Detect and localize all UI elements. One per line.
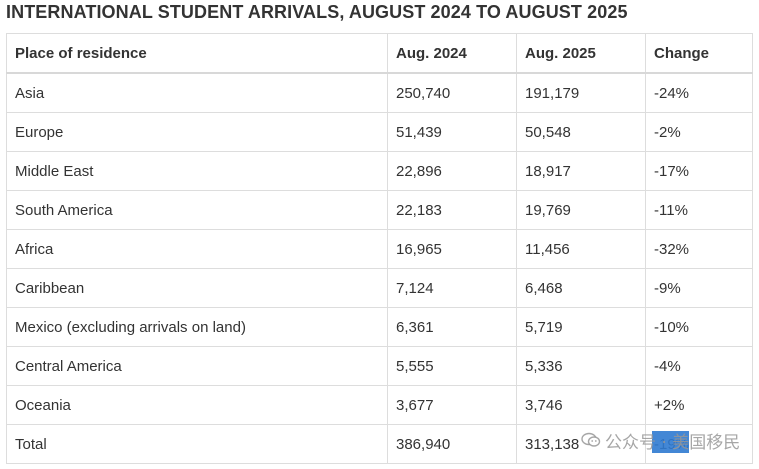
cell-place: Total bbox=[6, 424, 388, 464]
page-title: INTERNATIONAL STUDENT ARRIVALS, AUGUST 2… bbox=[6, 2, 628, 22]
arrivals-table-container: Place of residence Aug. 2024 Aug. 2025 C… bbox=[6, 33, 753, 464]
cell-aug-2025: 18,917 bbox=[516, 151, 646, 191]
table-header-row: Place of residence Aug. 2024 Aug. 2025 C… bbox=[6, 33, 753, 74]
cell-aug-2024: 16,965 bbox=[387, 229, 517, 269]
cell-aug-2024: 6,361 bbox=[387, 307, 517, 347]
cell-place: Middle East bbox=[6, 151, 388, 191]
cell-aug-2024: 5,555 bbox=[387, 346, 517, 386]
cell-place: Caribbean bbox=[6, 268, 388, 308]
cell-place: Oceania bbox=[6, 385, 388, 425]
cell-change: -2% bbox=[645, 112, 753, 152]
cell-place: Central America bbox=[6, 346, 388, 386]
table-row: Oceania 3,677 3,746 +2% bbox=[6, 385, 753, 425]
cell-aug-2025: 3,746 bbox=[516, 385, 646, 425]
selection-highlight bbox=[652, 431, 689, 453]
cell-change: -32% bbox=[645, 229, 753, 269]
table-row: South America 22,183 19,769 -11% bbox=[6, 190, 753, 230]
cell-place: Africa bbox=[6, 229, 388, 269]
cell-aug-2024: 51,439 bbox=[387, 112, 517, 152]
cell-change: -4% bbox=[645, 346, 753, 386]
cell-aug-2025: 11,456 bbox=[516, 229, 646, 269]
cell-aug-2024: 7,124 bbox=[387, 268, 517, 308]
cell-aug-2025: 191,179 bbox=[516, 72, 646, 113]
cell-aug-2025: 313,138 bbox=[516, 424, 646, 464]
table-row: Caribbean 7,124 6,468 -9% bbox=[6, 268, 753, 308]
cell-aug-2024: 250,740 bbox=[387, 72, 517, 113]
cell-change: -24% bbox=[645, 72, 753, 113]
cell-place: Asia bbox=[6, 72, 388, 113]
table-row: Central America 5,555 5,336 -4% bbox=[6, 346, 753, 386]
cell-aug-2025: 19,769 bbox=[516, 190, 646, 230]
table-row: Africa 16,965 11,456 -32% bbox=[6, 229, 753, 269]
table-row: Mexico (excluding arrivals on land) 6,36… bbox=[6, 307, 753, 347]
cell-aug-2025: 5,336 bbox=[516, 346, 646, 386]
table-row: Middle East 22,896 18,917 -17% bbox=[6, 151, 753, 191]
cell-aug-2025: 50,548 bbox=[516, 112, 646, 152]
cell-aug-2024: 3,677 bbox=[387, 385, 517, 425]
table-row: Asia 250,740 191,179 -24% bbox=[6, 72, 753, 113]
cell-change: -9% bbox=[645, 268, 753, 308]
table-row-total: Total 386,940 313,138 -19% bbox=[6, 424, 753, 464]
cell-change: +2% bbox=[645, 385, 753, 425]
cell-aug-2025: 6,468 bbox=[516, 268, 646, 308]
cell-aug-2024: 22,896 bbox=[387, 151, 517, 191]
arrivals-table: Place of residence Aug. 2024 Aug. 2025 C… bbox=[6, 33, 753, 464]
cell-change: -10% bbox=[645, 307, 753, 347]
cell-change: -17% bbox=[645, 151, 753, 191]
header-place-of-residence: Place of residence bbox=[6, 33, 388, 74]
header-aug-2024: Aug. 2024 bbox=[387, 33, 517, 74]
cell-place: South America bbox=[6, 190, 388, 230]
cell-place: Mexico (excluding arrivals on land) bbox=[6, 307, 388, 347]
header-change: Change bbox=[645, 33, 753, 74]
header-aug-2025: Aug. 2025 bbox=[516, 33, 646, 74]
table-row: Europe 51,439 50,548 -2% bbox=[6, 112, 753, 152]
cell-aug-2024: 22,183 bbox=[387, 190, 517, 230]
cell-change: -11% bbox=[645, 190, 753, 230]
cell-place: Europe bbox=[6, 112, 388, 152]
cell-aug-2025: 5,719 bbox=[516, 307, 646, 347]
cell-aug-2024: 386,940 bbox=[387, 424, 517, 464]
